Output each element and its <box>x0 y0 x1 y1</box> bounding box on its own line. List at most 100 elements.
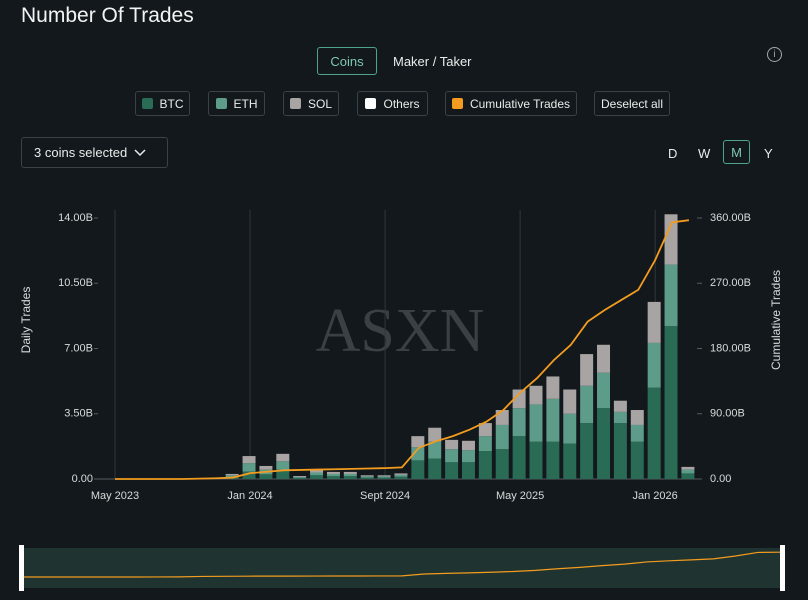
dropdown[interactable]: 3 coins selected <box>21 137 168 168</box>
bar-segment <box>293 477 307 479</box>
bar-segment <box>647 301 661 343</box>
bar-segment <box>428 458 442 479</box>
bar-segment <box>343 476 357 479</box>
bar-segment <box>681 473 695 479</box>
bar-segment <box>411 447 425 461</box>
y2-tick-label: 360.00B <box>710 212 751 224</box>
bar-segment <box>546 398 560 442</box>
bar-segment <box>664 214 678 265</box>
bar-segment <box>580 354 594 386</box>
y2-tick-label: 270.00B <box>710 277 751 289</box>
bar-segment <box>664 326 678 479</box>
bar-segment <box>259 474 273 479</box>
bar-segment <box>630 410 644 425</box>
bar-segment <box>681 466 695 470</box>
x-tick-label: Jan 2026 <box>633 490 678 502</box>
bar-segment <box>445 449 459 463</box>
bar-segment <box>630 424 644 442</box>
legend-sol[interactable]: SOL <box>283 91 339 116</box>
bar-segment <box>377 477 391 479</box>
bar-segment <box>428 441 442 459</box>
legend-label: Others <box>383 96 420 111</box>
bar-segment <box>546 376 560 399</box>
bar-segment <box>478 451 492 479</box>
watermark: ASXN <box>316 297 485 365</box>
bar-segment <box>326 473 340 477</box>
bar-segment <box>310 472 324 476</box>
bar-segment <box>563 389 577 414</box>
legend-cumulative[interactable]: Cumulative Trades <box>445 91 577 116</box>
bar-segment <box>630 441 644 479</box>
bar-segment <box>664 264 678 327</box>
bar-segment <box>563 443 577 479</box>
tab-coins[interactable]: Coins <box>317 47 377 75</box>
bar-segment <box>276 461 290 470</box>
y2-tick-label: 90.00B <box>710 408 745 420</box>
bar-segment <box>360 475 374 477</box>
navigator-handle[interactable] <box>19 545 24 591</box>
bar-segment <box>445 462 459 479</box>
bar-segment <box>259 465 273 470</box>
bar-segment <box>580 423 594 479</box>
bar-segment <box>546 441 560 479</box>
bar-segment <box>445 439 459 450</box>
legend-btc[interactable]: BTC <box>135 91 190 116</box>
bar-segment <box>326 476 340 479</box>
bar-segment <box>377 476 391 478</box>
bar-segment <box>326 471 340 474</box>
navigator[interactable] <box>22 548 782 588</box>
legend-label: ETH <box>233 96 258 111</box>
bar-segment <box>343 471 357 474</box>
deselect-all[interactable]: Deselect all <box>594 91 670 116</box>
legend-label: BTC <box>159 96 184 111</box>
legend-eth[interactable]: ETH <box>208 91 265 116</box>
bar-segment <box>310 470 324 473</box>
bar-segment <box>529 385 543 405</box>
bar-segment <box>242 471 256 479</box>
legend-swatch <box>289 98 301 109</box>
cumulative-line <box>115 219 690 480</box>
y-tick-label: 10.50B <box>58 277 93 289</box>
legend-label: Cumulative Trades <box>469 96 571 111</box>
bar-segment <box>394 476 408 479</box>
info-icon[interactable]: i <box>767 47 782 62</box>
bar-segment <box>343 473 357 477</box>
chevron <box>134 148 146 156</box>
legend-swatch <box>215 98 227 109</box>
bar-segment <box>276 453 290 462</box>
bar-segment <box>613 423 627 479</box>
y2-tick-label: 0.00 <box>710 473 731 485</box>
bar-segment <box>597 344 611 373</box>
bar-segment <box>529 404 543 442</box>
bar-segment <box>242 463 256 472</box>
y-tick-label: 0.00 <box>72 473 93 485</box>
tab-maker-taker[interactable]: Maker / Taker <box>393 54 472 69</box>
period-y[interactable]: Y <box>764 146 773 161</box>
bar-segment <box>461 462 475 479</box>
bar-segment <box>394 473 408 475</box>
y-axis-label: Daily Trades <box>19 287 33 354</box>
bar-segment <box>293 476 307 478</box>
period-m[interactable]: M <box>723 140 750 164</box>
bar-segment <box>597 372 611 409</box>
bar-segment <box>461 440 475 451</box>
bar-segment <box>529 441 543 479</box>
y2-tick-label: 180.00B <box>710 342 751 354</box>
bar-segment <box>310 475 324 479</box>
bar-segment <box>613 400 627 412</box>
bar-segment <box>360 477 374 479</box>
period-w[interactable]: W <box>698 146 711 161</box>
bar-segment <box>563 413 577 444</box>
bar-segment <box>377 475 391 477</box>
y-tick-label: 3.50B <box>64 408 93 420</box>
navigator-handle[interactable] <box>780 545 785 591</box>
period-d[interactable]: D <box>668 146 678 161</box>
legend-swatch <box>365 98 377 109</box>
legend-others[interactable]: Others <box>357 91 428 116</box>
y-tick-label: 14.00B <box>58 212 93 224</box>
bar-segment <box>478 423 492 437</box>
x-tick-label: Sept 2024 <box>360 490 410 502</box>
navigator-line <box>24 551 781 578</box>
legend-label: SOL <box>307 96 332 111</box>
